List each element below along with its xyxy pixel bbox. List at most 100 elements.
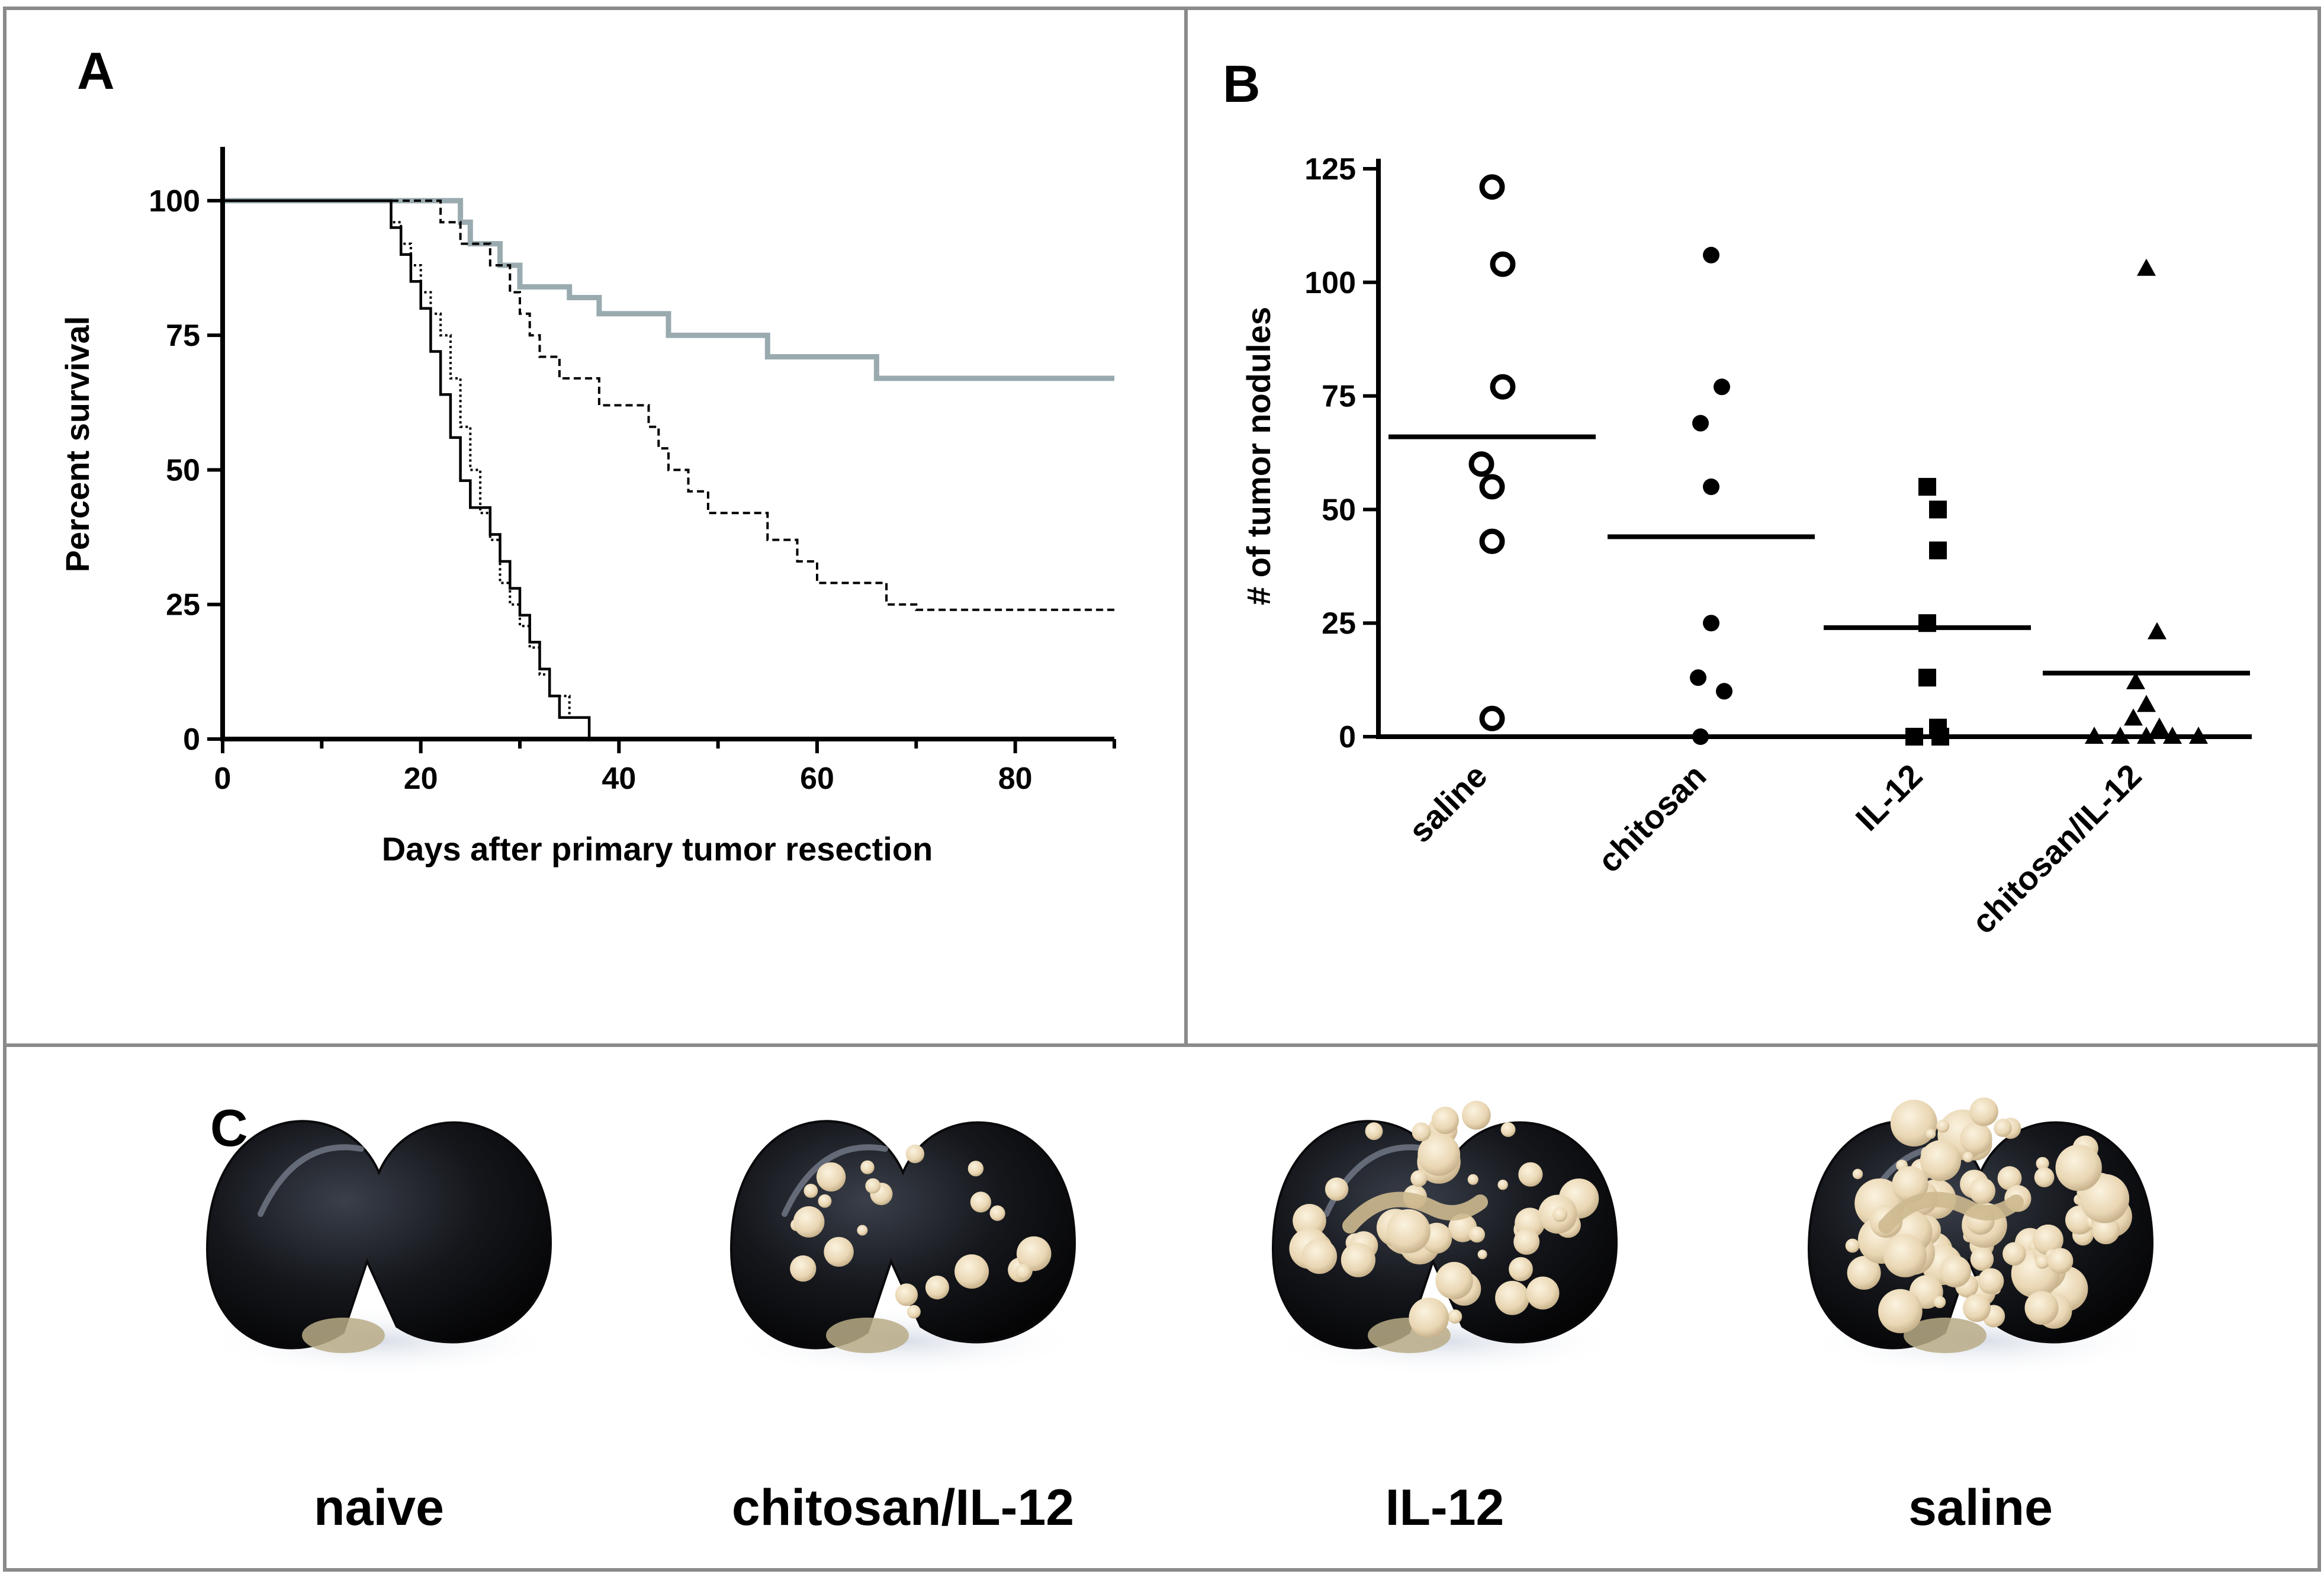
tumor-nodule — [2034, 1167, 2055, 1187]
tumor-nodule — [1552, 1207, 1568, 1222]
panel-a-letter: A — [77, 41, 115, 100]
lung-tissue — [826, 1318, 909, 1353]
data-point — [1692, 415, 1709, 432]
panel-b-letter: B — [1223, 54, 1261, 113]
panel-a-border — [3, 7, 1188, 1047]
data-point — [1703, 478, 1719, 496]
panel-b-y-ticks: 0 25 50 75 100 125 — [1304, 152, 1378, 754]
tumor-nodule — [1920, 1140, 1962, 1181]
survival-curve-il-12 — [223, 199, 1114, 611]
tumor-nodule — [905, 1144, 925, 1164]
tissue-strand — [1878, 1191, 2024, 1234]
tumor-nodule — [2024, 1291, 2059, 1325]
tumor-nodule — [1509, 1257, 1533, 1281]
lung-photo-chitosan-il-12: chitosan/IL-12 — [725, 1120, 1081, 1536]
panel-a-y-ticks: 0 25 50 75 100 — [149, 184, 223, 757]
a-y-tick-label: 25 — [166, 588, 200, 622]
tumor-nodule — [895, 1283, 918, 1306]
a-x-tick-label: 0 — [214, 762, 232, 796]
panel-a-y-label: Percent survival — [59, 316, 96, 573]
tumor-nodule — [2035, 1255, 2050, 1269]
lung-tissue — [302, 1318, 385, 1353]
b-y-tick-label: 50 — [1322, 493, 1356, 527]
data-point — [1690, 669, 1706, 686]
tumor-nodule — [1293, 1204, 1326, 1238]
data-point — [1703, 615, 1719, 632]
a-y-tick-label: 50 — [166, 453, 200, 487]
tumor-nodule — [1386, 1209, 1431, 1254]
tumor-nodule — [1431, 1106, 1459, 1134]
panel-b: B 0 25 50 75 100 125 saline chitosan IL-12 chito… — [1223, 54, 2252, 941]
tumor-nodule — [907, 1305, 921, 1319]
tumor-nodule — [1936, 1119, 1950, 1133]
a-x-tick-label: 60 — [800, 762, 834, 796]
tumor-nodule — [1890, 1100, 1937, 1146]
panel-b-category-labels: saline chitosan IL-12 chitosan/IL-12 — [1402, 757, 2149, 941]
lung-silhouette — [205, 1120, 552, 1350]
tumor-nodule — [1997, 1166, 2022, 1191]
panel-a-x-ticks: 0 20 40 60 80 — [214, 739, 1116, 796]
survival-curve-chitosan-il-12 — [223, 198, 1114, 381]
tumor-nodule — [1448, 1309, 1462, 1324]
b-y-tick-label: 0 — [1339, 720, 1356, 754]
tumor-nodule — [1410, 1170, 1428, 1187]
data-point — [2126, 672, 2145, 689]
tumor-nodule — [1365, 1122, 1383, 1141]
panel-a-series — [223, 198, 1114, 739]
photo-label: IL-12 — [1386, 1479, 1505, 1536]
tumor-nodule — [1878, 1289, 1923, 1334]
tumor-nodule — [1526, 1276, 1560, 1310]
data-point — [1703, 246, 1719, 264]
tumor-nodule — [1468, 1226, 1485, 1243]
tumor-nodule — [824, 1236, 854, 1267]
tumor-nodule — [2033, 1224, 2063, 1255]
photo-label: naive — [314, 1479, 444, 1536]
lung-highlight — [258, 1144, 364, 1217]
category-label: saline — [1402, 757, 1494, 850]
tumor-nodule — [1016, 1236, 1052, 1271]
tumor-nodule — [2002, 1242, 2026, 1266]
data-point — [1716, 683, 1732, 700]
tumor-nodule — [954, 1254, 989, 1289]
tumor-nodule — [803, 1184, 818, 1198]
data-point — [1918, 669, 1936, 687]
lung-photo-saline: saline — [1803, 1097, 2158, 1536]
tissue-strand — [1342, 1191, 1488, 1234]
panel-b-border — [1184, 7, 2321, 1047]
panel-a: A 0 20 40 60 80 0 25 50 75 100 Days after primar… — [59, 41, 1116, 868]
a-x-tick-label: 20 — [404, 762, 438, 796]
tumor-nodule — [1417, 1133, 1461, 1176]
tumor-nodule — [1301, 1238, 1338, 1274]
panel-c-photos: naive chitosan/IL-12 IL-12 saline — [201, 1097, 2158, 1536]
tumor-nodule — [1513, 1228, 1540, 1255]
a-y-tick-label: 75 — [166, 319, 200, 353]
tumor-nodule — [1960, 1122, 1992, 1155]
lung-highlight — [782, 1144, 888, 1217]
tumor-nodule — [1994, 1119, 2012, 1137]
a-x-tick-label: 80 — [998, 762, 1033, 796]
tumor-nodule — [1883, 1234, 1927, 1277]
data-point — [1490, 374, 1516, 400]
tumor-nodule — [1892, 1166, 1928, 1203]
a-x-tick-label: 40 — [602, 762, 636, 796]
lung-photo-il-12: IL-12 — [1267, 1100, 1622, 1536]
data-point — [2148, 622, 2167, 640]
b-y-tick-label: 100 — [1304, 266, 1356, 300]
tumor-nodule — [1847, 1255, 1881, 1290]
data-point — [1468, 451, 1494, 477]
tumor-nodule — [1495, 1280, 1529, 1315]
b-y-tick-label: 125 — [1304, 152, 1356, 187]
a-y-tick-label: 100 — [149, 184, 200, 219]
data-point — [1929, 541, 1947, 560]
tumor-nodule — [1497, 1180, 1508, 1190]
tumor-nodule — [790, 1255, 817, 1282]
tumor-nodule — [816, 1162, 846, 1192]
tumor-nodule — [1939, 1255, 1971, 1288]
tumor-nodule — [1409, 1297, 1449, 1338]
b-y-tick-label: 75 — [1322, 380, 1356, 414]
tumor-nodule — [989, 1205, 1005, 1221]
tumor-nodule — [2092, 1216, 2120, 1245]
tumor-nodule — [865, 1178, 881, 1194]
tumor-nodule — [1477, 1250, 1487, 1260]
